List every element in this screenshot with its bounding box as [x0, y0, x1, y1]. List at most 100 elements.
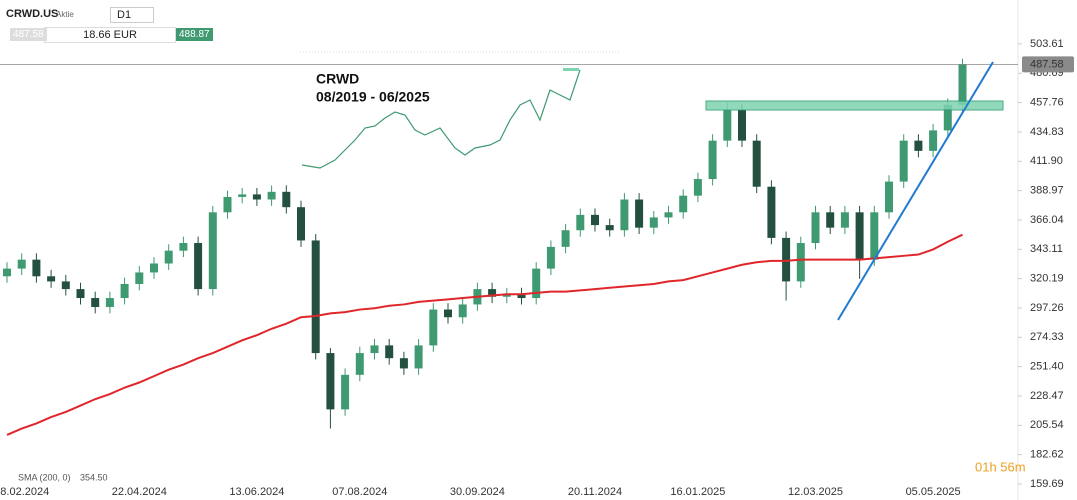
candle-body: [782, 237, 791, 282]
candle-body: [105, 298, 114, 308]
inset-title: CRWD: [316, 71, 359, 87]
last-price-label: 487.58: [1030, 58, 1064, 70]
candle-body: [664, 212, 673, 218]
x-tick-label: 20.11.2024: [568, 486, 622, 498]
candle-body: [679, 195, 688, 213]
candle-body: [620, 199, 629, 231]
y-tick-label: 297.26: [1030, 302, 1064, 314]
candle-body: [502, 294, 511, 297]
candle-body: [267, 191, 276, 200]
candle-body: [855, 212, 864, 260]
candle-body: [297, 207, 305, 241]
candle-body: [150, 263, 158, 273]
candle-body: [252, 194, 261, 200]
candle-body: [693, 179, 702, 196]
candle-body: [605, 225, 614, 231]
x-tick-label: 30.09.2024: [450, 486, 505, 498]
y-tick-label: 159.69: [1030, 478, 1064, 490]
inset-zone: [563, 68, 579, 71]
x-tick-label: 28.02.2024: [0, 486, 49, 498]
last-price-box: [1022, 56, 1074, 73]
inset-bg: [300, 50, 620, 188]
candle-body: [885, 181, 893, 213]
trend-line: [837, 61, 994, 321]
symbol[interactable]: CRWD.US: [6, 8, 59, 20]
candle-body: [17, 259, 26, 269]
candle-body: [840, 212, 849, 228]
candle-body: [326, 353, 335, 410]
x-tick-label: 12.03.2025: [788, 486, 843, 498]
candle-body: [899, 140, 908, 182]
candle-body: [385, 345, 394, 359]
x-tick-label: 16.01.2025: [670, 486, 725, 498]
interval[interactable]: D1: [110, 7, 155, 23]
candle-body: [3, 268, 11, 277]
candle-body: [914, 140, 923, 151]
candle-body: [943, 104, 952, 131]
candle-body: [649, 217, 658, 228]
candle-body: [517, 294, 526, 299]
y-tick-label: 411.90: [1030, 155, 1063, 167]
inset-line: [301, 69, 581, 169]
candle-body: [282, 191, 291, 208]
candle-body: [341, 374, 350, 410]
candle-body: [47, 276, 56, 282]
candle-body: [576, 214, 585, 231]
y-tick-label: 457.76: [1030, 96, 1064, 108]
buy-price[interactable]: 488.87: [176, 28, 213, 41]
y-tick-label: 274.33: [1030, 331, 1064, 343]
inset-period: 08/2019 - 06/2025: [316, 89, 430, 105]
y-tick-label: 503.61: [1030, 38, 1064, 50]
candle-body: [208, 212, 217, 290]
candle-body: [194, 243, 203, 290]
countdown: 01h 56m: [975, 459, 1026, 474]
candle-body: [929, 130, 938, 151]
y-tick-label: 205.54: [1030, 419, 1064, 431]
candle-body: [738, 109, 746, 141]
y-tick-label: 182.62: [1030, 449, 1064, 461]
candle-body: [164, 250, 173, 264]
candle-body: [708, 140, 717, 180]
candle-body: [370, 345, 379, 354]
candle-body: [796, 243, 805, 282]
x-tick-label: 13.06.2024: [229, 486, 284, 498]
candle-body: [532, 268, 541, 299]
x-tick-label: 22.04.2024: [112, 486, 167, 498]
volume[interactable]: 18.66 EUR: [44, 27, 176, 43]
candle-body: [811, 212, 820, 244]
candle-body: [458, 304, 467, 318]
candle-body: [635, 199, 644, 228]
candle-body: [311, 240, 320, 354]
candle-body: [444, 309, 452, 318]
candle-body: [561, 230, 570, 247]
candle-body: [399, 358, 408, 369]
candle-body: [958, 64, 967, 105]
candle-body: [32, 259, 41, 277]
candle-body: [120, 283, 129, 299]
candle-body: [429, 309, 438, 346]
sell-price[interactable]: 487.58: [10, 28, 47, 41]
candle-body: [91, 298, 100, 308]
y-tick-label: 388.97: [1030, 184, 1064, 196]
candle-body: [767, 186, 776, 238]
y-tick-label: 228.47: [1030, 390, 1064, 402]
candle-body: [591, 214, 599, 226]
candle-body: [826, 212, 835, 228]
x-tick-label: 07.08.2024: [332, 486, 387, 498]
candle-body: [179, 243, 188, 251]
candle-body: [870, 212, 879, 260]
candle-body: [488, 289, 497, 297]
y-tick-label: 320.19: [1030, 273, 1064, 285]
candle-body: [223, 196, 232, 213]
candle-body: [723, 109, 732, 141]
instrument-kind: Aktie: [56, 10, 74, 19]
sma-last: 354.50: [80, 472, 108, 482]
candle-body: [238, 194, 247, 197]
y-tick-label: 343.11: [1030, 243, 1063, 255]
candle-body: [61, 281, 70, 290]
candle-body: [546, 246, 555, 269]
sma-name: SMA (200, 0): [18, 472, 71, 482]
plot: 503.61480.69457.76434.83411.90388.97366.…: [0, 38, 1074, 498]
candle-body: [135, 272, 144, 284]
